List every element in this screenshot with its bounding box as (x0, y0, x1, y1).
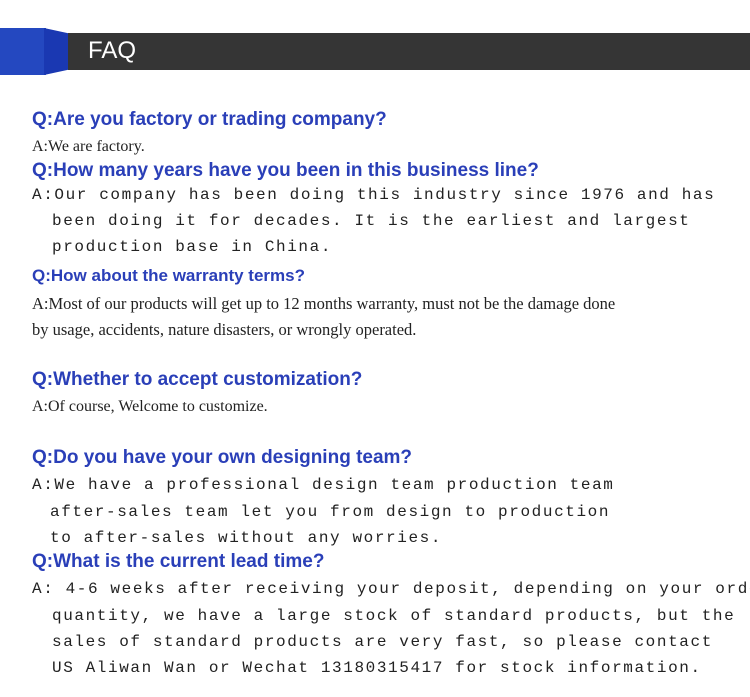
header-bar (68, 33, 750, 70)
question-6: Q:What is the current lead time? (32, 551, 325, 572)
answer-1: A:We are factory. (32, 138, 145, 155)
answer-2-line: A:Our company has been doing this indust… (32, 186, 716, 204)
answer-3-line: A:Most of our products will get up to 12… (32, 294, 616, 313)
answer-6-line: sales of standard products are very fast… (52, 633, 713, 651)
header-accent (0, 28, 46, 75)
question-2: Q:How many years have you been in this b… (32, 160, 539, 181)
answer-4: A:Of course, Welcome to customize. (32, 398, 268, 415)
answer-5-line: to after-sales without any worries. (50, 529, 443, 547)
answer-6-line: A: 4-6 weeks after receiving your deposi… (32, 580, 750, 598)
answer-2-line: production base in China. (52, 238, 333, 256)
answer-5-line: A:We have a professional design team pro… (32, 476, 615, 494)
answer-6-line: quantity, we have a large stock of stand… (52, 607, 736, 625)
page-title: FAQ (88, 37, 137, 64)
answer-6-line: US Aliwan Wan or Wechat 13180315417 for … (52, 659, 702, 677)
question-1: Q:Are you factory or trading company? (32, 109, 387, 130)
answer-5-line: after-sales team let you from design to … (50, 503, 611, 521)
header-accent-fold (44, 28, 70, 75)
answer-2-line: been doing it for decades. It is the ear… (52, 212, 691, 230)
answer-3-line: by usage, accidents, nature disasters, o… (32, 320, 417, 339)
question-3: Q:How about the warranty terms? (32, 266, 305, 285)
question-4: Q:Whether to accept customization? (32, 369, 363, 390)
question-5: Q:Do you have your own designing team? (32, 447, 413, 468)
